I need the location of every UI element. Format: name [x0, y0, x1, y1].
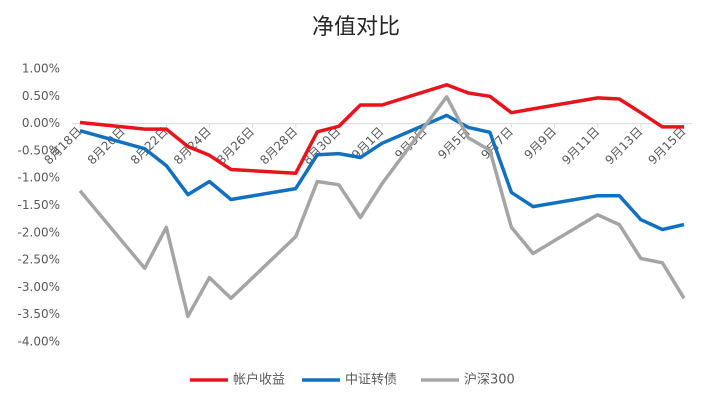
- x-tick-label: 9月15日: [646, 124, 689, 167]
- x-tick-label: 9月13日: [602, 124, 645, 167]
- y-tick-label: -2.00%: [18, 225, 60, 239]
- x-tick-label: 8月20日: [85, 124, 128, 167]
- x-tick-label: 9月5日: [435, 124, 473, 162]
- series-line: [78, 95, 686, 319]
- x-tick-label: 8月28日: [257, 124, 300, 167]
- y-tick-label: -4.00%: [18, 335, 60, 349]
- y-tick-label: 0.50%: [22, 89, 60, 103]
- y-tick-label: 1.00%: [22, 62, 60, 76]
- y-tick-label: -3.00%: [18, 280, 60, 294]
- x-tick-label: 9月11日: [559, 124, 602, 167]
- series-line: [79, 113, 685, 232]
- legend-label: 沪深300: [464, 372, 515, 388]
- x-tick-label: 9月9日: [521, 124, 559, 162]
- y-tick-label: -3.50%: [18, 307, 60, 321]
- legend-label: 帐户收益: [233, 372, 285, 388]
- chart-title: 净值对比: [312, 15, 400, 40]
- y-tick-label: -2.50%: [18, 253, 60, 267]
- y-tick-label: -0.50%: [18, 143, 60, 157]
- x-tick-label: 8月24日: [171, 124, 214, 167]
- legend-label: 中证转债: [345, 373, 397, 388]
- y-tick-label: -1.00%: [18, 171, 60, 185]
- series-line: [79, 83, 684, 176]
- y-tick-label: -1.50%: [18, 198, 60, 212]
- y-tick-label: 0.00%: [22, 116, 60, 130]
